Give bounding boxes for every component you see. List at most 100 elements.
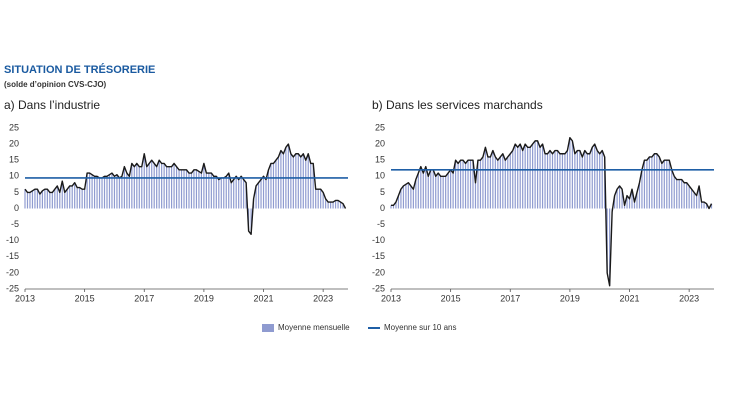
bar <box>437 173 439 209</box>
y-tick-label: 0 <box>14 203 19 213</box>
bar <box>586 153 588 209</box>
bar <box>39 194 41 209</box>
bar <box>616 189 618 209</box>
bar <box>255 185 257 209</box>
bar <box>166 166 168 209</box>
bar <box>641 169 643 209</box>
bar <box>623 205 626 209</box>
bar <box>262 176 265 209</box>
bar <box>200 173 203 209</box>
bar <box>131 163 133 209</box>
bar <box>618 185 621 209</box>
bar <box>686 182 688 209</box>
bar <box>24 189 26 209</box>
bar <box>450 169 452 209</box>
bar <box>86 173 88 209</box>
bar <box>238 179 240 209</box>
bar <box>594 144 596 209</box>
bar <box>691 189 693 209</box>
bar <box>472 160 474 209</box>
bar <box>459 160 462 209</box>
bar <box>676 179 678 209</box>
bar <box>425 166 427 209</box>
bar <box>123 166 125 209</box>
bar <box>295 153 297 209</box>
bar <box>678 179 680 209</box>
y-tick-label: 25 <box>375 122 385 132</box>
bar <box>512 150 514 209</box>
bar <box>148 163 150 209</box>
y-tick-label: 20 <box>375 138 385 148</box>
bar <box>532 144 534 209</box>
bar <box>49 192 51 209</box>
bar <box>190 173 193 209</box>
bar <box>198 171 200 209</box>
bar <box>76 187 78 209</box>
bar <box>487 156 489 209</box>
bar <box>633 202 636 209</box>
bar <box>175 166 178 209</box>
bar <box>305 160 307 209</box>
bar <box>653 153 655 209</box>
bar <box>673 176 675 209</box>
bar <box>646 160 648 209</box>
bar <box>447 173 449 209</box>
y-tick-label: -15 <box>372 251 385 261</box>
bar <box>327 202 329 209</box>
bar <box>292 156 294 209</box>
bar <box>395 202 397 209</box>
bar <box>213 176 215 209</box>
bar <box>601 150 603 209</box>
bar <box>534 140 536 209</box>
bar <box>193 169 195 209</box>
bar <box>579 150 581 209</box>
legend-label: Moyenne mensuelle <box>278 323 350 332</box>
bar <box>410 185 412 209</box>
y-tick-label: -25 <box>6 283 19 293</box>
bar <box>29 192 31 209</box>
bar <box>574 153 576 209</box>
bar <box>64 192 66 209</box>
bar <box>432 169 434 209</box>
bar <box>233 179 235 209</box>
bar <box>161 163 163 209</box>
bar <box>700 202 703 209</box>
bar <box>435 176 437 209</box>
bar <box>445 176 447 209</box>
bar <box>549 150 551 209</box>
bar <box>405 184 407 209</box>
bar <box>103 176 106 209</box>
bar <box>474 182 477 209</box>
bar <box>36 189 39 209</box>
bar <box>539 147 541 209</box>
bar <box>693 192 695 209</box>
bar <box>502 153 504 209</box>
y-tick-label: 25 <box>9 122 19 132</box>
bar <box>178 169 180 209</box>
bar <box>584 150 586 209</box>
bar <box>628 198 631 209</box>
bar <box>541 144 544 209</box>
bar <box>658 156 660 209</box>
bar <box>121 176 123 209</box>
x-tick-label: 2015 <box>75 293 95 303</box>
bar <box>626 195 628 209</box>
panel-title: b) Dans les services marchands <box>372 98 543 112</box>
bar <box>688 185 690 209</box>
bar <box>489 156 491 209</box>
bar <box>339 202 342 209</box>
bar <box>163 163 165 209</box>
y-tick-label: 10 <box>375 171 385 181</box>
bar <box>54 189 56 209</box>
bar <box>479 160 482 209</box>
bar <box>452 173 454 209</box>
bar <box>275 160 277 209</box>
bar <box>504 160 506 209</box>
bar <box>315 189 317 209</box>
bar <box>467 160 469 209</box>
bar <box>31 190 34 209</box>
bar <box>519 144 521 209</box>
bar <box>79 187 81 209</box>
bar <box>106 176 108 209</box>
